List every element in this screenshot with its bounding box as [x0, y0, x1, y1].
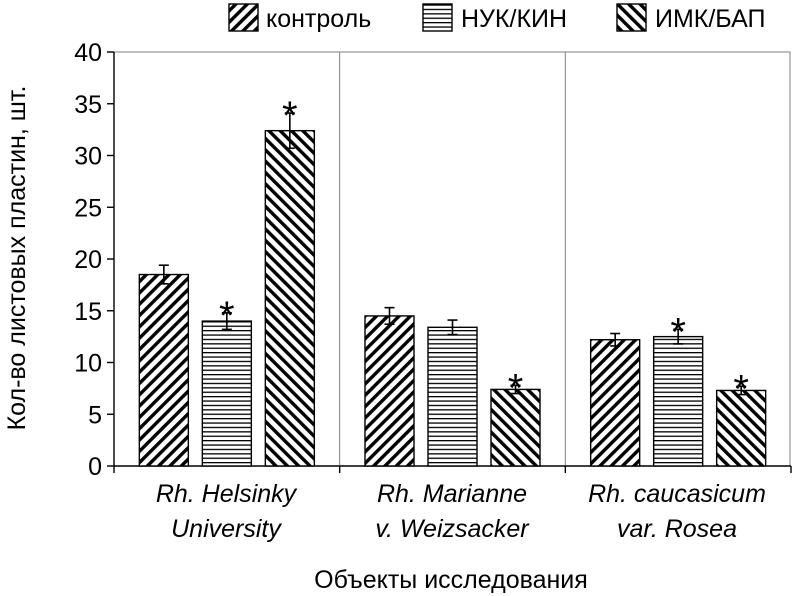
bar	[364, 315, 415, 467]
significance-marker: *	[219, 294, 235, 338]
legend-swatch-nuk-kin	[422, 3, 453, 32]
bar	[264, 129, 316, 467]
legend-label-imk-bap: ИМК/БАП	[655, 5, 766, 33]
y-tick-label: 25	[74, 194, 102, 222]
category-label-2-line1: Rh. caucasicum	[588, 480, 766, 508]
y-tick-label: 20	[74, 246, 102, 274]
x-axis-title: Объекты исследования	[314, 566, 588, 594]
bar	[427, 326, 478, 467]
bar	[138, 273, 190, 467]
y-tick-label: 10	[74, 350, 102, 378]
significance-marker: *	[733, 367, 749, 411]
category-label-0-line2: University	[171, 515, 282, 543]
significance-marker: *	[508, 366, 524, 410]
y-tick-label: 30	[74, 143, 102, 171]
y-axis-title: Кол-во листовых пластин, шт.	[3, 86, 31, 431]
significance-marker: *	[670, 310, 686, 354]
y-tick-label: 5	[88, 401, 102, 429]
category-label-1-line2: v. Weizsacker	[375, 515, 530, 543]
category-label-1: Rh. Marianne v. Weizsacker	[375, 480, 530, 543]
y-tick-label: 35	[74, 91, 102, 119]
bar	[201, 320, 253, 467]
bar	[589, 339, 641, 467]
y-tick-label: 40	[74, 39, 102, 67]
legend-swatch-imk-bap	[616, 3, 647, 32]
category-label-2-line2: var. Rosea	[617, 515, 737, 543]
legend-label-kontrol: контроль	[266, 5, 371, 33]
y-tick-label: 15	[74, 298, 102, 326]
legend: контроль НУК/КИН ИМК/БАП	[228, 3, 766, 33]
significance-marker: *	[282, 94, 298, 138]
category-label-0-line1: Rh. Helsinky	[156, 480, 298, 508]
bar	[652, 335, 704, 467]
category-label-2: Rh. caucasicum var. Rosea	[588, 480, 766, 543]
legend-swatch-kontrol	[228, 3, 259, 32]
category-label-1-line1: Rh. Marianne	[377, 480, 527, 508]
category-label-0: Rh. Helsinky University	[156, 480, 298, 543]
bar	[490, 388, 541, 467]
plot-area: 0 5 10 15 20 25 30 35 40 * * * * *	[74, 39, 792, 481]
y-tick-label: 0	[88, 453, 102, 481]
legend-label-nuk-kin: НУК/КИН	[461, 5, 567, 33]
